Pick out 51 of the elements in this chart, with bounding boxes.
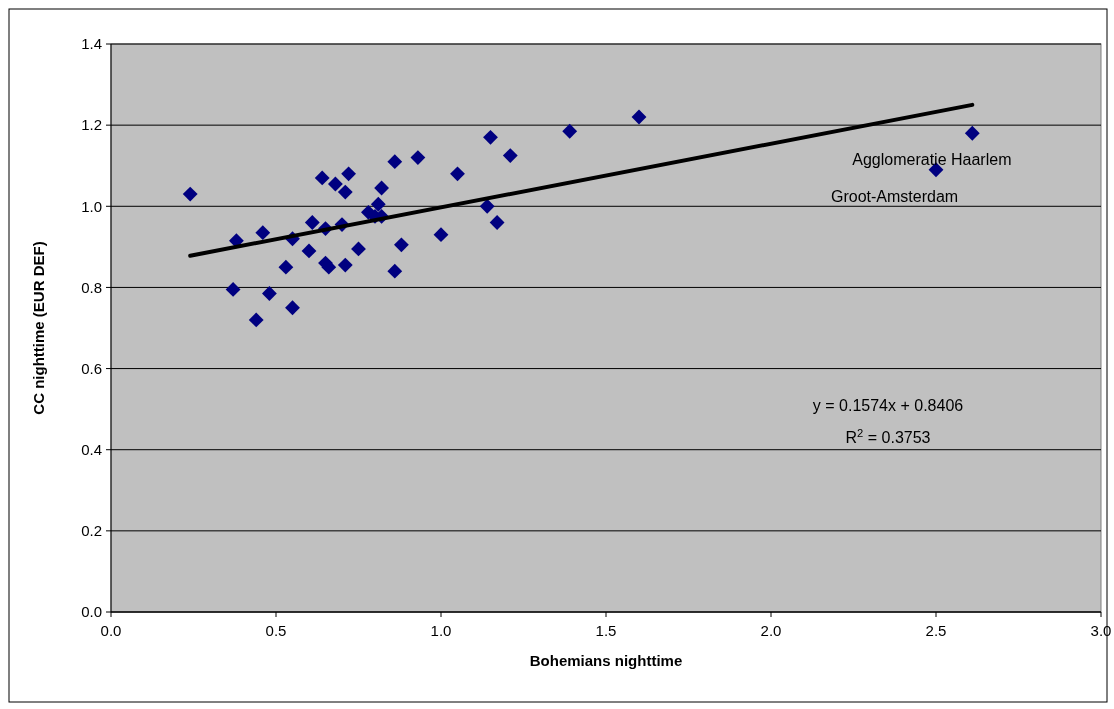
point (964, 125, 980, 141)
x-tick-label: 1.0 (430, 622, 452, 639)
point (304, 215, 320, 230)
x-axis-title: Bohemians nighttime (529, 652, 683, 669)
point (387, 154, 403, 170)
point (301, 243, 317, 259)
x-tick-label: 0.0 (100, 622, 122, 639)
y-axis-title: CC nighttime (EUR DEF) (30, 241, 47, 415)
point (314, 170, 330, 186)
y-tick-label: 1.2 (81, 116, 102, 134)
point (374, 180, 390, 196)
y-tick-label: 0.6 (81, 359, 102, 377)
point (327, 176, 343, 192)
point (502, 148, 518, 163)
point (337, 257, 353, 273)
point (351, 241, 366, 257)
point (479, 198, 495, 214)
x-tick-label: 2.5 (925, 622, 947, 639)
point (393, 237, 409, 253)
point (450, 166, 465, 182)
point (255, 225, 271, 241)
point (370, 196, 386, 212)
y-tick-label: 1.4 (81, 35, 102, 53)
point (433, 227, 449, 243)
point (483, 129, 498, 145)
x-tick-label: 3.0 (1090, 622, 1112, 639)
y-tick-label: 0.0 (81, 603, 102, 621)
point (248, 312, 264, 328)
point (341, 166, 357, 182)
point (410, 150, 426, 166)
point (278, 259, 294, 275)
point (285, 300, 300, 316)
point (489, 215, 505, 230)
point (182, 186, 198, 202)
point (387, 263, 403, 279)
y-tick-label: 1.0 (81, 197, 102, 215)
annotation: Agglomeratie Haarlem (852, 151, 1012, 169)
y-tick-label: 0.2 (81, 522, 102, 540)
annotation: R$^{2}$ = 0.3753 (845, 427, 931, 446)
x-tick-label: 0.5 (265, 622, 287, 639)
point (337, 184, 353, 200)
annotation: Groot-Amsterdam (831, 187, 959, 205)
annotation: y = 0.1574x + 0.8406 (812, 397, 964, 414)
point (261, 286, 277, 301)
y-tick-label: 0.4 (81, 440, 102, 458)
point (631, 109, 647, 125)
point (562, 123, 578, 139)
x-tick-label: 1.5 (595, 622, 617, 639)
y-tick-label: 0.8 (81, 278, 102, 296)
x-tick-label: 2.0 (760, 622, 782, 639)
point (225, 282, 241, 297)
